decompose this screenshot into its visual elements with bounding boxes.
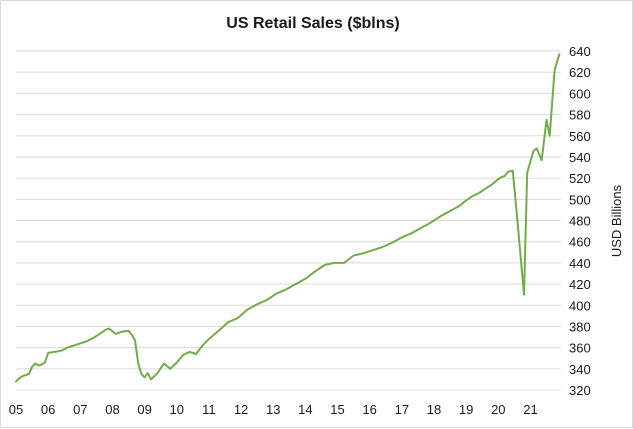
x-tick-label: 16 [362,402,376,417]
y-axis-ticks: 320 340 360 380 400 420 440 460 480 500 520 540 560 5… [569,44,591,398]
x-tick-label: 08 [105,402,119,417]
y-tick-label: 400 [569,298,591,313]
x-tick-label: 13 [266,402,280,417]
x-tick-label: 14 [298,402,312,417]
y-tick-label: 480 [569,214,591,229]
x-tick-label: 10 [170,402,184,417]
series-line-0 [15,53,561,383]
x-tick-label: 09 [137,402,151,417]
x-tick-label: 12 [234,402,248,417]
y-tick-label: 600 [569,86,591,101]
y-tick-label: 320 [569,383,591,398]
x-tick-label: 17 [395,402,409,417]
y-axis-label: USD Billions [609,184,624,257]
series-layer [15,53,561,383]
x-tick-label: 21 [523,402,537,417]
y-tick-label: 520 [569,171,591,186]
x-tick-label: 11 [202,402,216,417]
x-axis-ticks: 05 06 07 08 09 10 11 12 13 14 15 16 17 18 19 20 21 [9,402,538,417]
x-tick-label: 05 [9,402,23,417]
x-tick-label: 18 [427,402,441,417]
y-tick-label: 500 [569,192,591,207]
gridlines [16,50,561,391]
y-tick-label: 440 [569,256,591,271]
y-tick-label: 340 [569,362,591,377]
x-tick-label: 20 [491,402,505,417]
y-tick-label: 540 [569,150,591,165]
x-tick-label: 15 [330,402,344,417]
x-tick-label: 06 [41,402,55,417]
y-tick-label: 420 [569,277,591,292]
y-tick-label: 620 [569,65,591,80]
chart-title: US Retail Sales ($blns) [226,15,399,32]
y-tick-label: 360 [569,341,591,356]
x-tick-label: 07 [73,402,87,417]
y-tick-label: 380 [569,319,591,334]
y-tick-label: 460 [569,235,591,250]
y-tick-label: 580 [569,108,591,123]
y-tick-label: 560 [569,129,591,144]
y-tick-label: 640 [569,44,591,59]
x-tick-label: 19 [459,402,473,417]
